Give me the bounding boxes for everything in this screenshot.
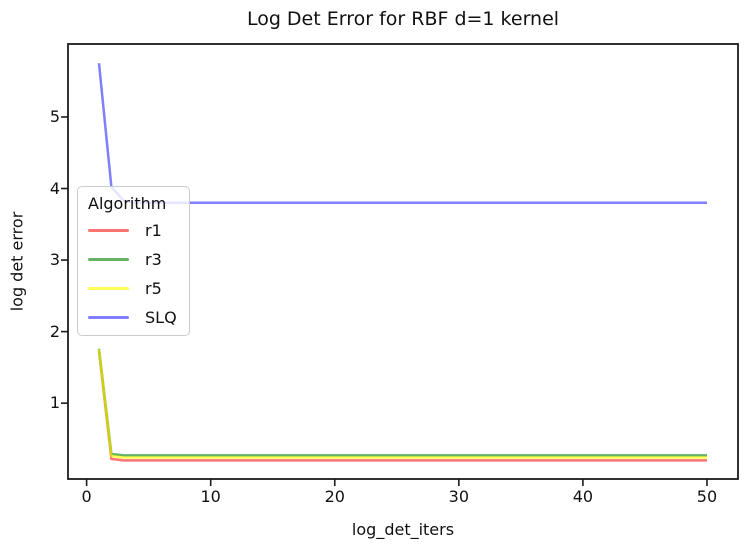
- legend-item-SLQ: SLQ: [88, 303, 189, 332]
- y-axis-label: log det error: [7, 211, 27, 312]
- series-line-r3: [97, 348, 707, 457]
- legend-title: Algorithm: [88, 194, 167, 213]
- y-tick-label: 2: [49, 321, 60, 341]
- legend-swatch-SLQ: [88, 316, 129, 319]
- legend: Algorithm r1 r3 r5 SLQ: [77, 186, 190, 336]
- x-tick-label: 0: [81, 487, 92, 506]
- x-tick-label: 30: [448, 487, 469, 506]
- legend-item-label: r5: [145, 279, 162, 298]
- legend-swatch-r1: [88, 229, 129, 232]
- legend-item-label: SLQ: [145, 308, 177, 327]
- legend-swatch-r5: [88, 287, 129, 290]
- series-line-r1: [97, 350, 707, 462]
- x-tick-label: 20: [324, 487, 345, 506]
- series-line-r5: [97, 349, 707, 459]
- legend-item-r3: r3: [88, 245, 189, 274]
- x-tick-label: 10: [200, 487, 221, 506]
- y-axis-label-wrap: log det error: [6, 44, 28, 479]
- x-tick-label: 50: [696, 487, 718, 506]
- series-line-SLQ: [97, 63, 707, 205]
- chart-title: Log Det Error for RBF d=1 kernel: [246, 8, 560, 30]
- legend-swatch-r3: [88, 258, 129, 261]
- x-axis-label: log_det_iters: [351, 520, 455, 539]
- legend-item-label: r3: [145, 250, 162, 269]
- x-tick-label: 40: [572, 487, 594, 506]
- y-tick-label: 3: [49, 250, 60, 270]
- legend-item-r1: r1: [88, 216, 189, 245]
- y-tick-label: 1: [49, 393, 60, 413]
- y-tick-label: 4: [49, 178, 60, 198]
- axes-frame: [67, 43, 739, 480]
- y-tick-label: 5: [49, 106, 60, 126]
- legend-item-r5: r5: [88, 274, 189, 303]
- legend-items: r1 r3 r5 SLQ: [88, 216, 189, 332]
- legend-item-label: r1: [145, 221, 162, 240]
